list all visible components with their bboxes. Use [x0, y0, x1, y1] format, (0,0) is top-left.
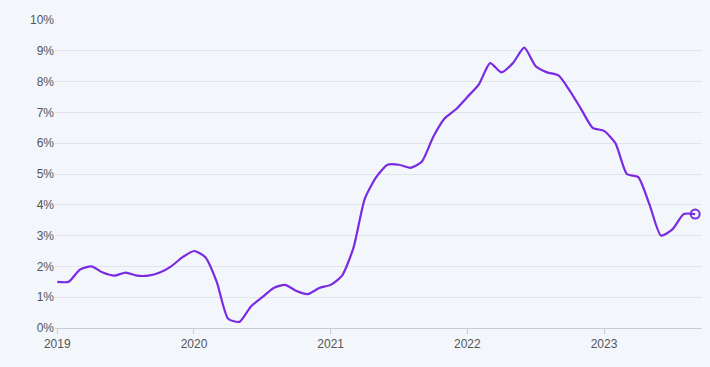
svg-text:2020: 2020 [181, 337, 208, 351]
svg-text:10%: 10% [30, 13, 54, 27]
svg-text:2023: 2023 [591, 337, 618, 351]
svg-text:2021: 2021 [317, 337, 344, 351]
svg-text:0%: 0% [37, 321, 55, 335]
svg-text:2022: 2022 [454, 337, 481, 351]
svg-text:9%: 9% [37, 44, 55, 58]
svg-text:4%: 4% [37, 198, 55, 212]
svg-text:2%: 2% [37, 260, 55, 274]
svg-text:2019: 2019 [44, 337, 71, 351]
svg-text:7%: 7% [37, 106, 55, 120]
svg-text:1%: 1% [37, 290, 55, 304]
svg-text:3%: 3% [37, 229, 55, 243]
svg-text:6%: 6% [37, 136, 55, 150]
svg-text:8%: 8% [37, 75, 55, 89]
svg-text:5%: 5% [37, 167, 55, 181]
